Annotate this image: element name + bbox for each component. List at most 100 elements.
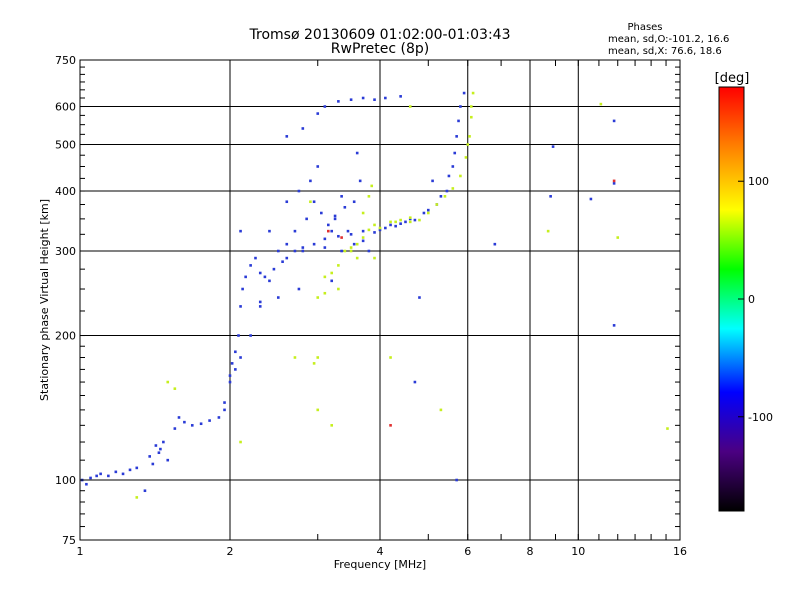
data-point	[239, 229, 242, 233]
data-point	[384, 96, 387, 100]
data-point	[177, 416, 181, 419]
data-point	[337, 100, 340, 103]
data-point	[612, 182, 616, 185]
data-point	[471, 91, 475, 95]
data-point	[166, 458, 170, 462]
data-point	[413, 218, 417, 222]
data-point	[135, 466, 139, 470]
data-points	[80, 91, 669, 499]
data-point	[258, 305, 262, 308]
data-point	[217, 416, 221, 419]
data-point	[367, 249, 371, 253]
data-point	[223, 401, 226, 404]
data-point	[337, 287, 340, 291]
data-point	[399, 222, 402, 225]
data-point	[612, 324, 616, 327]
data-point	[281, 260, 284, 264]
data-point	[121, 472, 125, 476]
data-point	[316, 296, 320, 299]
data-point	[389, 424, 392, 427]
data-point	[612, 179, 616, 183]
data-point	[358, 179, 362, 183]
axis-ticks: 1 2 4 6 8 10 16 75 100 200 300 400 500 600 750	[55, 54, 687, 558]
x-tick-label: 8	[527, 545, 534, 558]
data-point	[451, 165, 455, 168]
data-point	[373, 223, 376, 227]
x-tick-label: 6	[464, 545, 471, 558]
data-point	[418, 218, 421, 222]
data-point	[157, 451, 161, 455]
phase-info-o: mean, sd,O:-101.2, 16.6	[608, 34, 729, 45]
data-point	[276, 249, 280, 253]
data-point	[457, 119, 460, 123]
data-point	[399, 218, 402, 222]
data-point	[447, 174, 451, 178]
data-point	[316, 356, 320, 359]
data-point	[330, 424, 334, 427]
data-point	[445, 189, 449, 193]
data-point	[352, 242, 356, 246]
data-point	[343, 205, 347, 209]
data-point	[154, 444, 158, 447]
data-point	[208, 419, 211, 422]
data-point	[337, 264, 340, 267]
data-point	[85, 482, 88, 486]
data-point	[451, 187, 455, 190]
data-point	[551, 145, 555, 148]
data-point	[373, 231, 376, 234]
data-point	[301, 249, 305, 253]
data-point	[244, 275, 247, 279]
data-point	[268, 229, 271, 233]
x-tick-label: 10	[571, 545, 585, 558]
data-point	[312, 242, 316, 246]
data-point	[346, 229, 350, 233]
y-tick-label: 400	[55, 185, 76, 198]
data-point	[349, 233, 353, 236]
y-axis-label: Stationary phase Virtual Height [km]	[38, 199, 51, 401]
data-point	[384, 226, 387, 230]
data-point	[464, 156, 468, 159]
data-point	[333, 217, 337, 221]
data-point	[230, 362, 234, 365]
data-point	[666, 427, 669, 430]
chart-title: Tromsø 20130609 01:02:00-01:03:43	[249, 27, 511, 43]
data-point	[234, 368, 237, 371]
data-point	[418, 296, 421, 299]
data-point	[258, 300, 262, 304]
data-point	[455, 135, 458, 138]
data-point	[404, 220, 407, 224]
data-point	[455, 478, 458, 482]
data-point	[408, 105, 412, 108]
data-point	[493, 242, 497, 246]
data-point	[241, 287, 244, 291]
data-point	[422, 211, 426, 215]
data-point	[305, 217, 308, 221]
colorbar-tick-label: -100	[748, 411, 773, 424]
data-point	[301, 127, 305, 130]
y-tick-label: 75	[62, 534, 76, 547]
data-point	[276, 296, 280, 299]
colorbar-tick-label: 0	[748, 293, 755, 306]
data-point	[254, 256, 257, 260]
data-point	[355, 256, 359, 260]
data-point	[268, 279, 271, 283]
data-point	[320, 211, 323, 215]
colorbar-ticks: 100 0 -100	[738, 175, 773, 424]
data-point	[323, 105, 327, 108]
data-point	[293, 356, 297, 359]
data-point	[367, 195, 371, 198]
data-point	[426, 208, 430, 212]
data-point	[199, 422, 203, 426]
data-point	[355, 151, 359, 155]
data-point	[389, 223, 392, 227]
data-point	[355, 242, 359, 246]
data-point	[330, 279, 334, 283]
x-tick-label: 4	[377, 545, 384, 558]
data-point	[272, 267, 276, 271]
data-point	[378, 228, 382, 232]
data-point	[312, 362, 316, 365]
data-point	[239, 440, 242, 444]
data-point	[352, 200, 356, 204]
data-point	[135, 496, 139, 499]
